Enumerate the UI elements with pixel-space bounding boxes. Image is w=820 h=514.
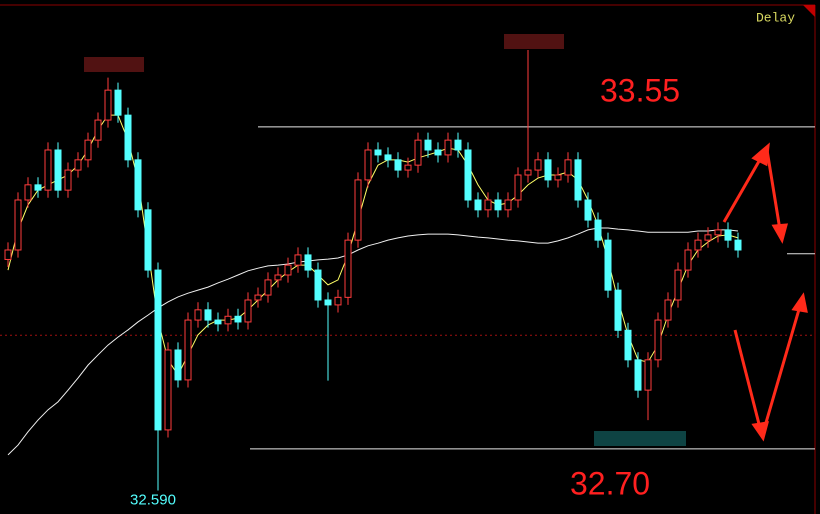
arrow bbox=[765, 149, 782, 231]
candle-body bbox=[684, 249, 692, 271]
candle-body bbox=[474, 199, 482, 211]
candle-body bbox=[414, 139, 422, 166]
candle-body bbox=[694, 239, 702, 251]
candle-body bbox=[314, 269, 322, 301]
candle-body bbox=[614, 289, 622, 331]
candle-body bbox=[544, 159, 552, 181]
candle-body bbox=[374, 149, 382, 156]
candle-body bbox=[334, 296, 342, 306]
candle-body bbox=[194, 309, 202, 321]
candle-body bbox=[634, 359, 642, 391]
status: Delay bbox=[756, 10, 795, 25]
arrows bbox=[722, 142, 808, 442]
candle-body bbox=[4, 249, 12, 260]
arrow bbox=[722, 155, 764, 223]
candle-body bbox=[434, 149, 442, 156]
candle-body bbox=[714, 229, 722, 236]
candle-body bbox=[174, 349, 182, 381]
candle-body bbox=[344, 239, 352, 298]
candle-body bbox=[204, 309, 212, 321]
low-label: 32.590 bbox=[130, 491, 176, 508]
arrow bbox=[761, 305, 802, 434]
candle-body bbox=[574, 159, 582, 201]
candle-body bbox=[564, 159, 572, 176]
candle-body bbox=[14, 199, 22, 251]
candle-body bbox=[514, 174, 522, 201]
candle-body bbox=[584, 199, 592, 221]
candle-body bbox=[604, 239, 612, 291]
blurred-label bbox=[594, 431, 686, 446]
candle-body bbox=[504, 199, 512, 211]
candle-body bbox=[74, 159, 82, 171]
candle-body bbox=[554, 174, 562, 181]
candle-body bbox=[114, 89, 122, 116]
level-label: 33.55 bbox=[600, 72, 680, 108]
candle-body bbox=[64, 169, 72, 191]
candle-body bbox=[394, 159, 402, 171]
candle-body bbox=[624, 329, 632, 361]
candle-body bbox=[644, 359, 652, 391]
candle-body bbox=[94, 119, 102, 141]
candle-body bbox=[244, 299, 252, 323]
candle-body bbox=[464, 149, 472, 201]
candle-body bbox=[134, 159, 142, 211]
moving-average bbox=[7, 227, 739, 456]
candle-body bbox=[34, 184, 42, 191]
candle-body bbox=[254, 294, 262, 301]
candle-body bbox=[674, 269, 682, 301]
arrow-head bbox=[771, 223, 788, 244]
candle-body bbox=[294, 254, 302, 266]
candle-body bbox=[324, 299, 332, 306]
candle-body bbox=[284, 264, 292, 276]
candle-body bbox=[214, 319, 222, 325]
candle-body bbox=[364, 149, 372, 181]
candle-body bbox=[704, 234, 712, 241]
blurred-label bbox=[504, 34, 564, 49]
candle-body bbox=[524, 169, 532, 176]
arrow bbox=[733, 329, 762, 429]
candle-body bbox=[104, 89, 112, 121]
level-label: 32.70 bbox=[570, 465, 650, 501]
candle-body bbox=[654, 319, 662, 361]
corner-mark bbox=[803, 5, 815, 17]
candle-body bbox=[444, 139, 452, 156]
candle-body bbox=[304, 254, 312, 271]
candle-body bbox=[594, 219, 602, 241]
candle-body bbox=[454, 139, 462, 151]
candle-body bbox=[264, 279, 272, 296]
candle-body bbox=[234, 315, 242, 323]
candle-body bbox=[664, 299, 672, 321]
candle-body bbox=[404, 164, 412, 171]
candle-body bbox=[124, 114, 132, 161]
candle-body bbox=[154, 269, 162, 431]
candle-body bbox=[424, 139, 432, 151]
candle-body bbox=[144, 209, 152, 271]
candle-body bbox=[484, 199, 492, 211]
arrow-head bbox=[791, 292, 808, 313]
candle-body bbox=[164, 349, 172, 431]
candle-body bbox=[384, 154, 392, 161]
candle-body bbox=[184, 319, 192, 381]
candle-body bbox=[44, 149, 52, 191]
blurred-label bbox=[84, 57, 144, 72]
candle-body bbox=[724, 229, 732, 241]
candle-body bbox=[24, 184, 32, 201]
candle-body bbox=[354, 179, 362, 241]
candle-body bbox=[494, 199, 502, 211]
candle-body bbox=[84, 139, 92, 161]
candle-body bbox=[734, 239, 742, 251]
candle-body bbox=[224, 315, 232, 325]
candle-body bbox=[54, 149, 62, 191]
candle-body bbox=[534, 159, 542, 171]
candle-body bbox=[274, 274, 282, 281]
plot: 33.55 32.70 32.590 bbox=[0, 49, 815, 508]
